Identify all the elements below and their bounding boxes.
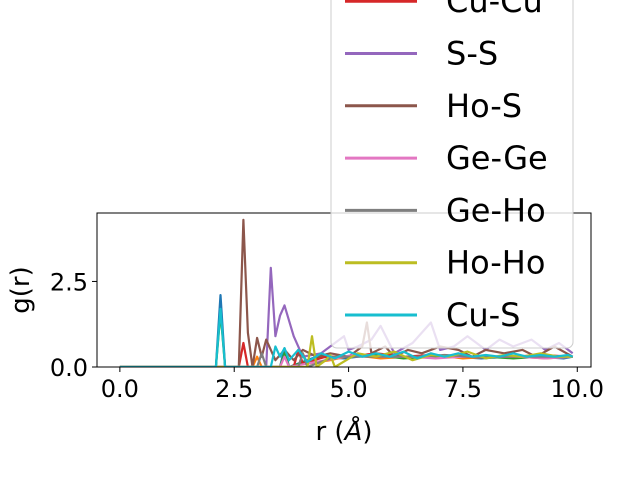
y-tick-label: 0.0: [50, 354, 88, 382]
legend-label-ho-ho: Ho-Ho: [446, 244, 545, 282]
legend-box: [330, 0, 574, 349]
x-tick-label: 2.5: [215, 375, 253, 403]
legend-label-cu-cu: Cu-Cu: [446, 0, 543, 20]
x-tick-label: 10.0: [551, 375, 604, 403]
x-axis-label-close: ): [362, 417, 372, 447]
legend-label-ge-ho: Ge-Ho: [446, 191, 546, 229]
x-tick-label: 7.5: [444, 375, 482, 403]
x-tick-label: 0.0: [101, 375, 139, 403]
legend: Cu-GeCu-HoGe-SCu-CuS-SHo-SGe-GeGe-HoHo-H…: [330, 0, 574, 349]
axis-ticks: 0.0 2.5 5.0 7.5 10.0 0.0 2.5: [50, 268, 604, 403]
x-axis-label-text: r (: [315, 417, 344, 447]
y-tick-label: 2.5: [50, 268, 88, 296]
legend-label-cu-s: Cu-S: [446, 296, 520, 334]
series-line-ho-ho: [119, 335, 573, 367]
x-axis-label: r (Å): [315, 415, 372, 447]
legend-label-s-s: S-S: [446, 35, 498, 73]
y-axis-label: g(r): [6, 266, 36, 313]
legend-label-ho-s: Ho-S: [446, 87, 522, 125]
legend-label-ge-ge: Ge-Ge: [446, 139, 548, 177]
x-tick-label: 5.0: [329, 375, 367, 403]
series-line-cu-s: [119, 307, 574, 367]
x-axis-label-unit: Å: [343, 415, 363, 447]
